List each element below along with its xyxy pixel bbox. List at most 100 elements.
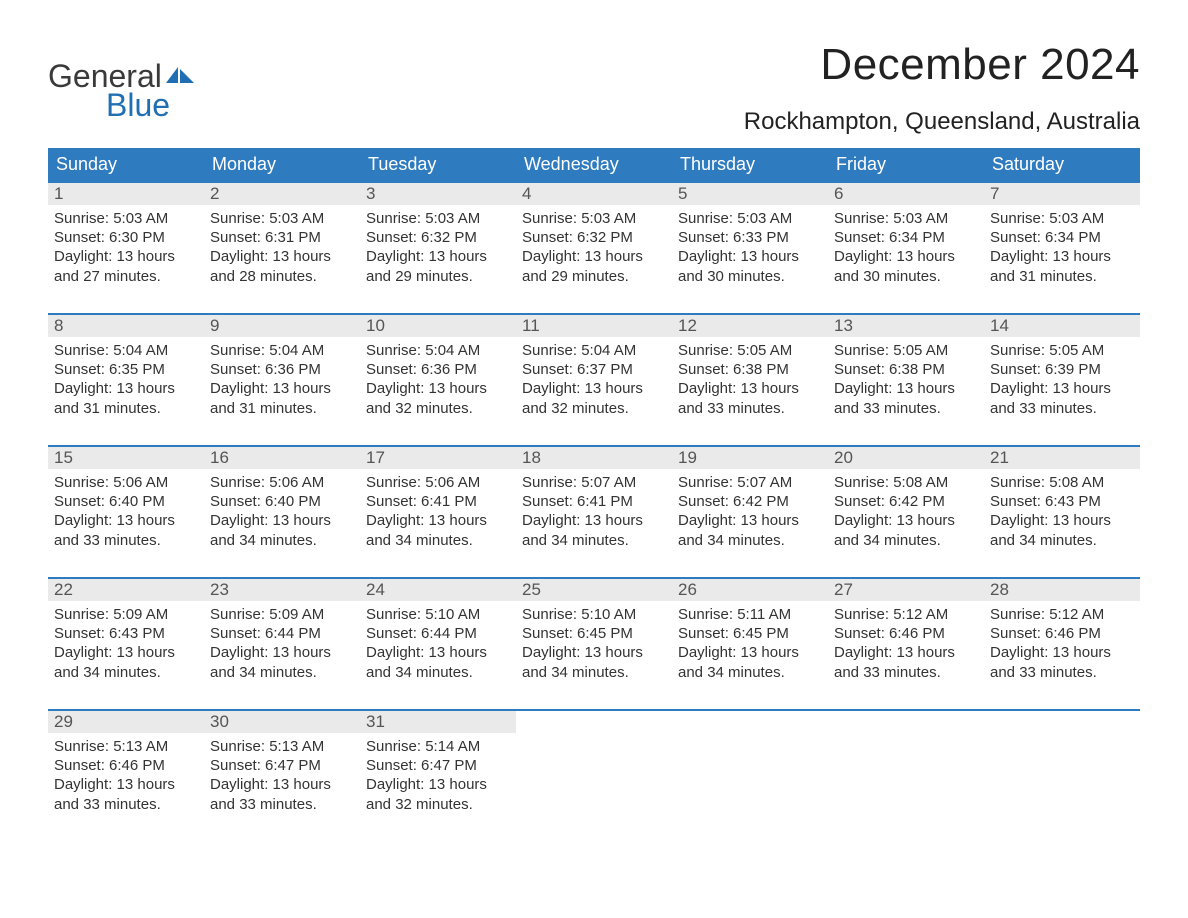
day-sunset: Sunset: 6:38 PM (834, 360, 978, 379)
day-d1: Daylight: 13 hours (990, 247, 1134, 266)
calendar-day: 2Sunrise: 5:03 AMSunset: 6:31 PMDaylight… (204, 183, 360, 293)
day-d2: and 34 minutes. (678, 531, 822, 550)
day-number: 30 (204, 711, 360, 733)
day-d2: and 34 minutes. (834, 531, 978, 550)
day-sunrise: Sunrise: 5:12 AM (834, 605, 978, 624)
day-sunset: Sunset: 6:32 PM (366, 228, 510, 247)
day-d1: Daylight: 13 hours (54, 775, 198, 794)
day-sunset: Sunset: 6:45 PM (522, 624, 666, 643)
page-header: General Blue December 2024 Rockhampton, … (48, 40, 1140, 136)
day-number: 17 (360, 447, 516, 469)
day-d1: Daylight: 13 hours (210, 247, 354, 266)
day-number: 8 (48, 315, 204, 337)
days-of-week-header: Sunday Monday Tuesday Wednesday Thursday… (48, 148, 1140, 181)
day-sunset: Sunset: 6:30 PM (54, 228, 198, 247)
day-d1: Daylight: 13 hours (54, 643, 198, 662)
day-body: Sunrise: 5:14 AMSunset: 6:47 PMDaylight:… (360, 733, 516, 816)
day-body: Sunrise: 5:06 AMSunset: 6:40 PMDaylight:… (204, 469, 360, 552)
day-d1: Daylight: 13 hours (990, 643, 1134, 662)
day-number: 13 (828, 315, 984, 337)
calendar-day (828, 711, 984, 821)
day-d2: and 29 minutes. (522, 267, 666, 286)
day-body: Sunrise: 5:09 AMSunset: 6:43 PMDaylight:… (48, 601, 204, 684)
flag-icon (166, 67, 194, 87)
day-number: 18 (516, 447, 672, 469)
day-d2: and 32 minutes. (366, 795, 510, 814)
day-d1: Daylight: 13 hours (522, 511, 666, 530)
dow-tuesday: Tuesday (360, 148, 516, 181)
calendar-day: 6Sunrise: 5:03 AMSunset: 6:34 PMDaylight… (828, 183, 984, 293)
day-sunrise: Sunrise: 5:07 AM (678, 473, 822, 492)
calendar-week: 15Sunrise: 5:06 AMSunset: 6:40 PMDayligh… (48, 445, 1140, 557)
day-sunset: Sunset: 6:36 PM (366, 360, 510, 379)
day-body: Sunrise: 5:03 AMSunset: 6:30 PMDaylight:… (48, 205, 204, 288)
day-body: Sunrise: 5:04 AMSunset: 6:36 PMDaylight:… (204, 337, 360, 420)
calendar-day: 14Sunrise: 5:05 AMSunset: 6:39 PMDayligh… (984, 315, 1140, 425)
day-sunrise: Sunrise: 5:05 AM (834, 341, 978, 360)
day-sunset: Sunset: 6:43 PM (54, 624, 198, 643)
day-d1: Daylight: 13 hours (366, 775, 510, 794)
day-d2: and 34 minutes. (678, 663, 822, 682)
day-body: Sunrise: 5:03 AMSunset: 6:32 PMDaylight:… (360, 205, 516, 288)
calendar-day: 20Sunrise: 5:08 AMSunset: 6:42 PMDayligh… (828, 447, 984, 557)
day-sunset: Sunset: 6:41 PM (366, 492, 510, 511)
day-sunrise: Sunrise: 5:03 AM (678, 209, 822, 228)
day-d2: and 34 minutes. (522, 663, 666, 682)
day-sunset: Sunset: 6:46 PM (54, 756, 198, 775)
day-d1: Daylight: 13 hours (834, 379, 978, 398)
calendar-day: 4Sunrise: 5:03 AMSunset: 6:32 PMDaylight… (516, 183, 672, 293)
day-sunrise: Sunrise: 5:05 AM (678, 341, 822, 360)
day-sunrise: Sunrise: 5:12 AM (990, 605, 1134, 624)
day-number: 21 (984, 447, 1140, 469)
day-sunset: Sunset: 6:32 PM (522, 228, 666, 247)
day-d1: Daylight: 13 hours (522, 247, 666, 266)
day-d1: Daylight: 13 hours (522, 643, 666, 662)
calendar-day: 3Sunrise: 5:03 AMSunset: 6:32 PMDaylight… (360, 183, 516, 293)
day-sunrise: Sunrise: 5:05 AM (990, 341, 1134, 360)
calendar-day: 26Sunrise: 5:11 AMSunset: 6:45 PMDayligh… (672, 579, 828, 689)
day-number: 22 (48, 579, 204, 601)
day-sunset: Sunset: 6:40 PM (210, 492, 354, 511)
day-d2: and 31 minutes. (990, 267, 1134, 286)
calendar-day: 30Sunrise: 5:13 AMSunset: 6:47 PMDayligh… (204, 711, 360, 821)
calendar-day: 28Sunrise: 5:12 AMSunset: 6:46 PMDayligh… (984, 579, 1140, 689)
dow-sunday: Sunday (48, 148, 204, 181)
day-d2: and 33 minutes. (54, 795, 198, 814)
day-sunset: Sunset: 6:46 PM (834, 624, 978, 643)
calendar-week: 1Sunrise: 5:03 AMSunset: 6:30 PMDaylight… (48, 181, 1140, 293)
day-number: 23 (204, 579, 360, 601)
day-sunset: Sunset: 6:40 PM (54, 492, 198, 511)
day-d2: and 33 minutes. (834, 663, 978, 682)
day-d1: Daylight: 13 hours (54, 511, 198, 530)
day-sunset: Sunset: 6:41 PM (522, 492, 666, 511)
day-sunrise: Sunrise: 5:09 AM (210, 605, 354, 624)
day-d2: and 33 minutes. (990, 399, 1134, 418)
day-sunrise: Sunrise: 5:10 AM (366, 605, 510, 624)
day-sunset: Sunset: 6:42 PM (678, 492, 822, 511)
day-sunset: Sunset: 6:47 PM (210, 756, 354, 775)
day-sunrise: Sunrise: 5:10 AM (522, 605, 666, 624)
day-body: Sunrise: 5:13 AMSunset: 6:47 PMDaylight:… (204, 733, 360, 816)
day-number: 5 (672, 183, 828, 205)
day-body: Sunrise: 5:04 AMSunset: 6:37 PMDaylight:… (516, 337, 672, 420)
day-body: Sunrise: 5:05 AMSunset: 6:38 PMDaylight:… (672, 337, 828, 420)
day-d1: Daylight: 13 hours (54, 379, 198, 398)
day-body: Sunrise: 5:07 AMSunset: 6:42 PMDaylight:… (672, 469, 828, 552)
dow-saturday: Saturday (984, 148, 1140, 181)
day-number: 27 (828, 579, 984, 601)
calendar-day (672, 711, 828, 821)
calendar: Sunday Monday Tuesday Wednesday Thursday… (48, 148, 1140, 821)
day-sunrise: Sunrise: 5:03 AM (522, 209, 666, 228)
calendar-week: 29Sunrise: 5:13 AMSunset: 6:46 PMDayligh… (48, 709, 1140, 821)
day-d2: and 34 minutes. (54, 663, 198, 682)
day-body: Sunrise: 5:03 AMSunset: 6:31 PMDaylight:… (204, 205, 360, 288)
day-body: Sunrise: 5:04 AMSunset: 6:35 PMDaylight:… (48, 337, 204, 420)
day-body: Sunrise: 5:06 AMSunset: 6:41 PMDaylight:… (360, 469, 516, 552)
day-number (828, 711, 984, 713)
day-sunrise: Sunrise: 5:03 AM (366, 209, 510, 228)
day-d1: Daylight: 13 hours (210, 379, 354, 398)
day-number: 9 (204, 315, 360, 337)
day-sunset: Sunset: 6:43 PM (990, 492, 1134, 511)
day-number: 2 (204, 183, 360, 205)
calendar-day: 11Sunrise: 5:04 AMSunset: 6:37 PMDayligh… (516, 315, 672, 425)
